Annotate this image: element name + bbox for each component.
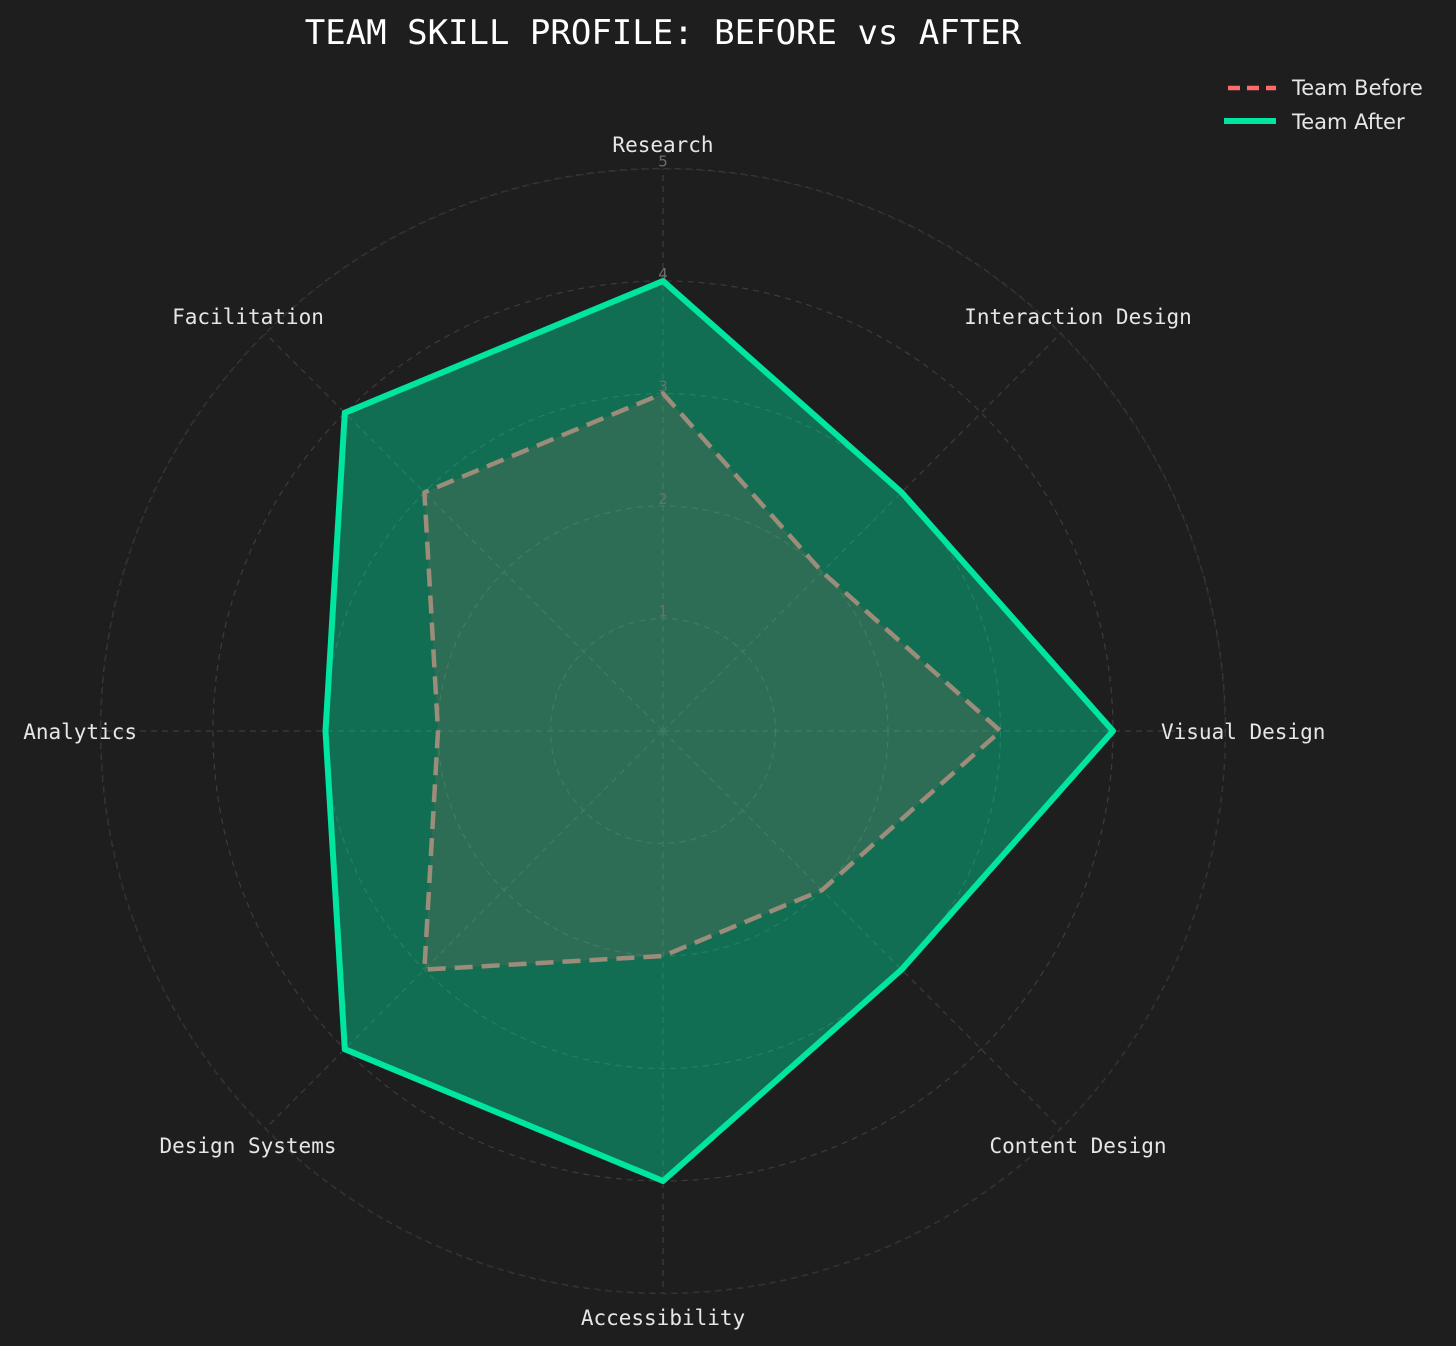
grid-spoke xyxy=(265,730,664,1129)
grid-spoke xyxy=(662,730,1061,1129)
grid-spoke xyxy=(265,333,664,732)
category-label: Visual Design xyxy=(1161,720,1325,744)
category-label: Content Design xyxy=(989,1134,1166,1158)
chart-title: TEAM SKILL PROFILE: BEFORE vs AFTER xyxy=(305,13,1022,53)
series-line-team-before xyxy=(422,391,1003,972)
category-label: Analytics xyxy=(23,720,137,744)
category-label: Facilitation xyxy=(172,305,324,329)
series-line-team-after xyxy=(322,278,1116,1184)
radial-tick-label: 2 xyxy=(658,490,668,508)
radial-tick-labels: 1 2 3 4 5 xyxy=(658,153,668,621)
radial-tick-label: 1 xyxy=(658,603,668,621)
radial-tick-label: 3 xyxy=(658,378,668,396)
series-layer xyxy=(322,278,1116,1184)
category-label: Design Systems xyxy=(159,1134,336,1158)
legend-label-team-before: Team Before xyxy=(1291,76,1423,100)
radial-tick-label: 4 xyxy=(658,265,668,283)
category-label: Interaction Design xyxy=(964,305,1192,329)
category-labels: Research Interaction Design Visual Design C… xyxy=(23,133,1325,1330)
category-label: Accessibility xyxy=(581,1306,745,1330)
series-area-team-before xyxy=(424,393,1001,970)
legend-label-team-after: Team After xyxy=(1291,110,1405,134)
category-label: Research xyxy=(612,133,713,157)
series-area-team-after xyxy=(325,281,1113,1181)
radial-tick-label: 5 xyxy=(658,153,668,171)
grid-spoke xyxy=(662,333,1061,732)
legend: Team Before Team After xyxy=(1224,76,1423,134)
